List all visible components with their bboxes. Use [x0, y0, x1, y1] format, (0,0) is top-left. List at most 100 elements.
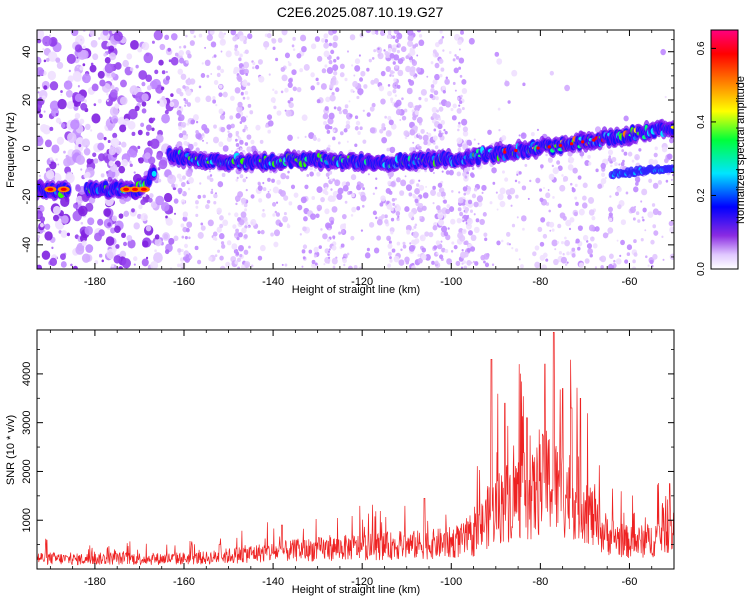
spectrogram-noise-blob — [514, 248, 519, 252]
spectrogram-noise-blob — [392, 211, 395, 214]
spectrogram-noise-blob — [459, 211, 464, 217]
ridge-peak-dot — [514, 148, 518, 153]
spectrogram-noise-blob — [409, 179, 414, 185]
spectrogram-noise-blob — [484, 237, 488, 242]
spectrogram-noise-blob — [168, 59, 172, 63]
ridge-peak-dot — [558, 143, 563, 148]
spectrogram-noise-blob — [228, 212, 231, 216]
spectrogram-noise-blob — [322, 113, 329, 120]
spectrogram-noise-blob — [625, 191, 629, 195]
spectrogram-noise-blob — [211, 188, 214, 191]
spectrogram-noise-blob — [599, 255, 607, 263]
spectrogram-noise-blob — [215, 192, 217, 195]
spectrogram-noise-blob — [459, 100, 463, 105]
spectrogram-noise-blob — [530, 132, 535, 137]
spectrogram-noise-blob — [499, 200, 506, 208]
spectrogram-noise-blob — [154, 238, 162, 247]
spectrogram-noise-blob — [116, 222, 118, 225]
spectrogram-noise-blob — [243, 68, 249, 75]
spectrogram-noise-blob — [327, 195, 334, 203]
spectrogram-noise-blob — [590, 236, 595, 242]
ridge-hot-spot — [47, 187, 54, 191]
spectrogram-noise-blob — [328, 112, 335, 120]
spectrogram-noise-blob — [128, 108, 138, 120]
spectrogram-noise-blob — [79, 95, 85, 102]
spectrogram-noise-blob — [238, 57, 242, 62]
spectrogram-noise-blob — [392, 35, 396, 40]
spectrogram-noise-blob — [456, 217, 462, 224]
spectrogram-noise-blob — [157, 178, 162, 183]
spectrogram-noise-blob — [215, 103, 218, 107]
spectrogram-noise-blob — [384, 115, 387, 119]
spectrogram-noise-blob — [412, 141, 415, 144]
spectrogram-noise-blob — [220, 68, 225, 74]
spectrogram-noise-blob — [432, 141, 436, 145]
spectrogram-noise-blob — [521, 185, 527, 191]
spectrogram-noise-blob — [475, 218, 480, 223]
spectrogram-noise-blob — [195, 200, 199, 205]
spectrogram-noise-blob — [457, 207, 462, 212]
colorbar-tick-label: 0.4 — [696, 115, 707, 129]
spectrogram-noise-blob — [204, 46, 206, 49]
spectrogram-noise-blob — [591, 215, 596, 221]
spectrogram-noise-blob — [136, 213, 142, 219]
spectrogram-noise-blob — [270, 97, 276, 103]
spectrogram-noise-blob — [216, 226, 222, 233]
spectrogram-noise-blob — [84, 225, 93, 236]
spectrogram-noise-blob — [392, 88, 397, 94]
spectrogram-noise-blob — [489, 201, 493, 205]
spectrogram-noise-blob — [221, 172, 226, 178]
spectrogram-noise-blob — [205, 95, 212, 103]
spectrogram-noise-blob — [267, 129, 271, 134]
spectrogram-noise-blob — [458, 104, 461, 107]
spectrogram-noise-blob — [189, 78, 196, 85]
spectrogram-noise-blob — [407, 30, 414, 36]
spectrogram-noise-blob — [442, 90, 446, 94]
spectrogram-noise-blob — [104, 57, 111, 64]
spectrogram-noise-blob — [301, 45, 307, 53]
spectrogram-noise-blob — [575, 201, 579, 206]
spectrogram-noise-blob — [182, 130, 187, 136]
spectrogram-noise-blob — [299, 233, 302, 236]
spectrogram-noise-blob — [402, 241, 406, 246]
spectrogram-noise-blob — [49, 81, 59, 91]
spectrogram-noise-blob — [519, 264, 524, 269]
spectrogram-noise-blob — [638, 148, 642, 152]
spectrogram-noise-blob — [208, 170, 211, 173]
spectrogram-noise-blob — [236, 236, 240, 241]
spectrogram-noise-blob — [194, 96, 201, 103]
spectrogram-noise-blob — [184, 235, 188, 240]
spectrogram-noise-blob — [210, 190, 214, 195]
spectrogram-noise-blob — [269, 188, 272, 191]
spectrogram-noise-blob — [47, 51, 58, 62]
spectrogram-noise-blob — [302, 256, 306, 260]
spectrogram-noise-blob — [496, 58, 503, 65]
spectrogram-noise-blob — [456, 97, 460, 100]
spectrogram-noise-blob — [165, 215, 168, 219]
spectrogram-noise-blob — [178, 57, 185, 64]
spectrogram-noise-blob — [463, 265, 468, 269]
spectrogram-noise-blob — [122, 59, 129, 68]
spectrogram-noise-blob — [473, 226, 480, 234]
spectrogram-noise-blob — [463, 251, 469, 258]
spectrogram-noise-blob — [469, 188, 471, 191]
spectrogram-noise-blob — [539, 197, 544, 203]
spectrogram-noise-blob — [259, 139, 264, 144]
spectrogram-noise-blob — [394, 197, 397, 201]
spectrogram-noise-blob — [388, 238, 391, 241]
spectrogram-noise-blob — [422, 134, 429, 142]
spectrogram-noise-blob — [445, 170, 450, 175]
spectrogram-noise-blob — [432, 185, 436, 190]
spectrogram-noise-blob — [43, 59, 47, 63]
spectrogram-noise-blob — [455, 260, 461, 267]
spectrogram-noise-blob — [564, 236, 567, 240]
spectrogram-noise-blob — [119, 250, 127, 258]
spectrogram-noise-blob — [458, 121, 461, 125]
spectrogram-noise-blob — [311, 259, 316, 265]
spectrogram-noise-blob — [653, 152, 658, 158]
spectrogram-noise-blob — [661, 235, 664, 238]
spectrogram-noise-blob — [379, 202, 384, 207]
spectrogram-noise-blob — [444, 78, 450, 85]
spectrogram-noise-blob — [324, 39, 329, 43]
spectrogram-noise-blob — [37, 67, 45, 77]
